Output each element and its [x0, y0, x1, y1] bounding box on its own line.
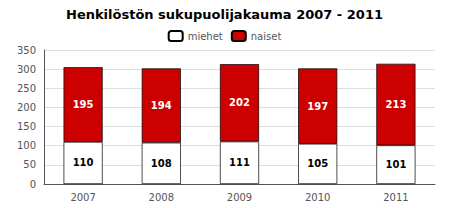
svg-text:50: 50	[23, 159, 36, 170]
svg-text:naiset: naiset	[251, 31, 282, 42]
svg-text:100: 100	[17, 140, 36, 151]
svg-text:195: 195	[73, 99, 94, 110]
svg-text:108: 108	[151, 158, 172, 169]
svg-text:Henkilöstön sukupuolijakauma 2: Henkilöstön sukupuolijakauma 2007 - 2011	[66, 7, 383, 22]
svg-text:194: 194	[151, 100, 172, 111]
svg-text:350: 350	[17, 45, 36, 56]
svg-text:300: 300	[17, 64, 36, 75]
svg-text:110: 110	[73, 157, 94, 168]
svg-text:197: 197	[307, 101, 328, 112]
svg-text:111: 111	[229, 157, 250, 168]
svg-text:0: 0	[30, 179, 36, 190]
svg-text:202: 202	[229, 97, 250, 108]
svg-text:250: 250	[17, 83, 36, 94]
svg-text:150: 150	[17, 121, 36, 132]
svg-text:2010: 2010	[305, 192, 330, 203]
svg-text:105: 105	[307, 158, 328, 169]
svg-text:2011: 2011	[383, 192, 408, 203]
svg-text:2008: 2008	[149, 192, 174, 203]
svg-text:101: 101	[385, 159, 406, 170]
svg-text:2009: 2009	[227, 192, 252, 203]
svg-text:200: 200	[17, 102, 36, 113]
svg-text:2007: 2007	[70, 192, 95, 203]
svg-text:miehet: miehet	[188, 31, 223, 42]
svg-text:213: 213	[385, 99, 406, 110]
